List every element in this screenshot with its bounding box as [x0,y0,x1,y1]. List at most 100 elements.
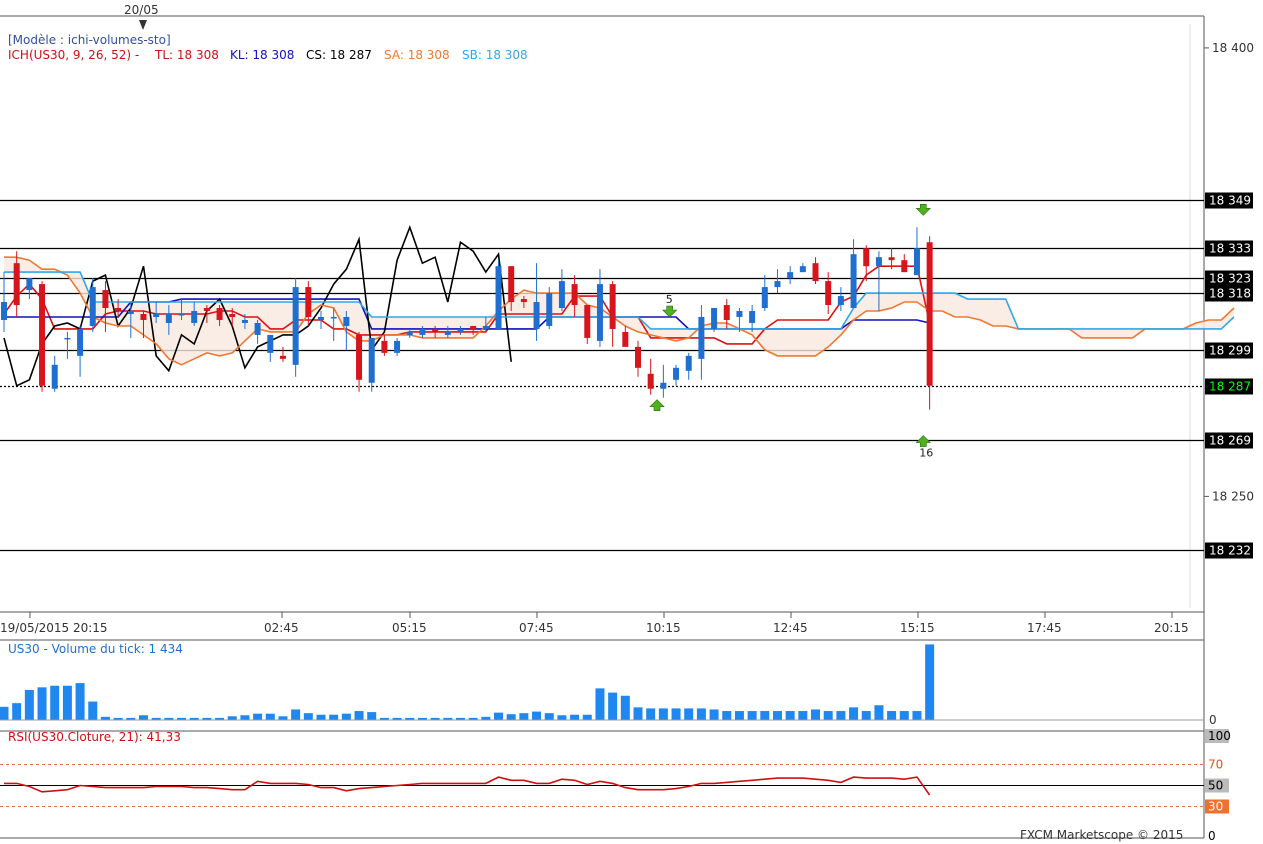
level-label: 18 349 [1209,194,1251,208]
candle-body [749,311,756,323]
candle-body [305,287,312,317]
volume-title: US30 - Volume du tick: 1 434 [8,642,183,656]
volume-bar [0,706,9,720]
rsi-tick-label: 50 [1208,779,1223,793]
candle-body [77,328,84,356]
volume-bar [367,712,377,720]
volume-bar [12,703,22,720]
level-label-bg [1205,270,1253,287]
candle-body [13,263,20,306]
level-label-bg [1205,192,1253,209]
candle-body [140,314,147,320]
series-line-cs [3,224,512,387]
candle-body [673,367,680,380]
candle-body [457,328,464,332]
volume-bar [240,715,250,720]
candle-body [229,314,236,317]
volume-bar [215,717,225,720]
volume-bar [874,705,884,720]
candle-body [292,287,299,365]
date-marker-label: 20/05 [124,3,159,17]
volume-bar [316,714,326,720]
volume-bar [354,711,364,720]
candle-body [444,331,451,335]
volume-bar [455,717,465,720]
y-tick-label: 18 400 [1212,41,1254,55]
level-label-bg [1205,542,1253,559]
rsi-tick-label: 0 [1208,829,1216,843]
volume-bar [341,713,351,720]
candle-body [622,331,629,347]
candle-body [203,308,210,312]
up-arrow-icon [915,435,932,447]
volume-bar [265,713,275,720]
level-label: 18 299 [1209,344,1251,358]
candle-body [761,287,768,309]
candle-body [165,314,172,323]
volume-bar [379,717,389,720]
candle-body [875,257,882,267]
cs-label: CS: 18 287 [306,48,372,62]
volume-zero-label: 0 [1209,713,1217,727]
volume-bar [126,717,136,720]
candle-body [89,287,96,326]
volume-bar [100,716,110,720]
x-tick-label: 20:15 [1154,621,1189,635]
volume-bar [785,711,795,720]
candle-body [825,281,832,306]
candle-body [533,302,540,329]
kl-label: KL: 18 308 [230,48,294,62]
volume-bar [202,717,212,720]
candle-body [508,266,515,303]
rsi-tick-bg [1205,757,1229,772]
volume-bar [734,711,744,720]
rsi-tick-label: 30 [1208,800,1223,814]
rsi-line [4,776,931,796]
volume-bar [544,713,554,720]
volume-bar [823,711,833,720]
candle-body [635,346,641,368]
candle-body [546,293,553,326]
volume-bar [887,711,897,720]
candle-body [115,308,122,312]
volume-bar [671,708,681,720]
volume-bar [62,685,72,720]
candle-body [241,319,248,323]
level-label: 18 333 [1209,242,1251,256]
volume-bar [658,708,668,720]
volume-bar [303,713,313,720]
volume-bar [760,711,770,720]
candle-body [584,305,591,338]
candle-body [51,364,58,389]
level-label-bg [1205,240,1253,257]
candle-body [267,334,274,353]
volume-bar [468,717,478,720]
volume-bar [253,713,263,720]
candle-body [39,284,46,386]
candle-body [799,266,806,273]
x-tick-label: 19/05/2015 20:15 [0,621,108,635]
volume-bar [646,708,656,720]
volume-bar [836,711,846,720]
volume-bar [532,711,542,720]
sa-label: SA: 18 308 [384,48,450,62]
candle-body [723,305,730,320]
level-label-bg [1205,342,1253,359]
candle-body [863,248,870,267]
volume-bar [329,714,339,720]
y-tick-label: 18 250 [1212,489,1254,503]
candle-body [394,340,401,353]
volume-bar [861,711,871,720]
candle-body [901,260,908,273]
rsi-tick-label: 70 [1208,758,1223,772]
current-price-bg [1205,378,1253,395]
tl-label: TL: 18 308 [154,48,219,62]
date-marker-triangle [139,20,147,30]
volume-bar [88,701,98,720]
level-label: 18 232 [1209,544,1251,558]
candle-body [419,328,426,335]
candle-body [64,337,71,340]
candle-body [26,278,33,291]
volume-bar [849,707,859,720]
volume-bar [189,717,199,720]
